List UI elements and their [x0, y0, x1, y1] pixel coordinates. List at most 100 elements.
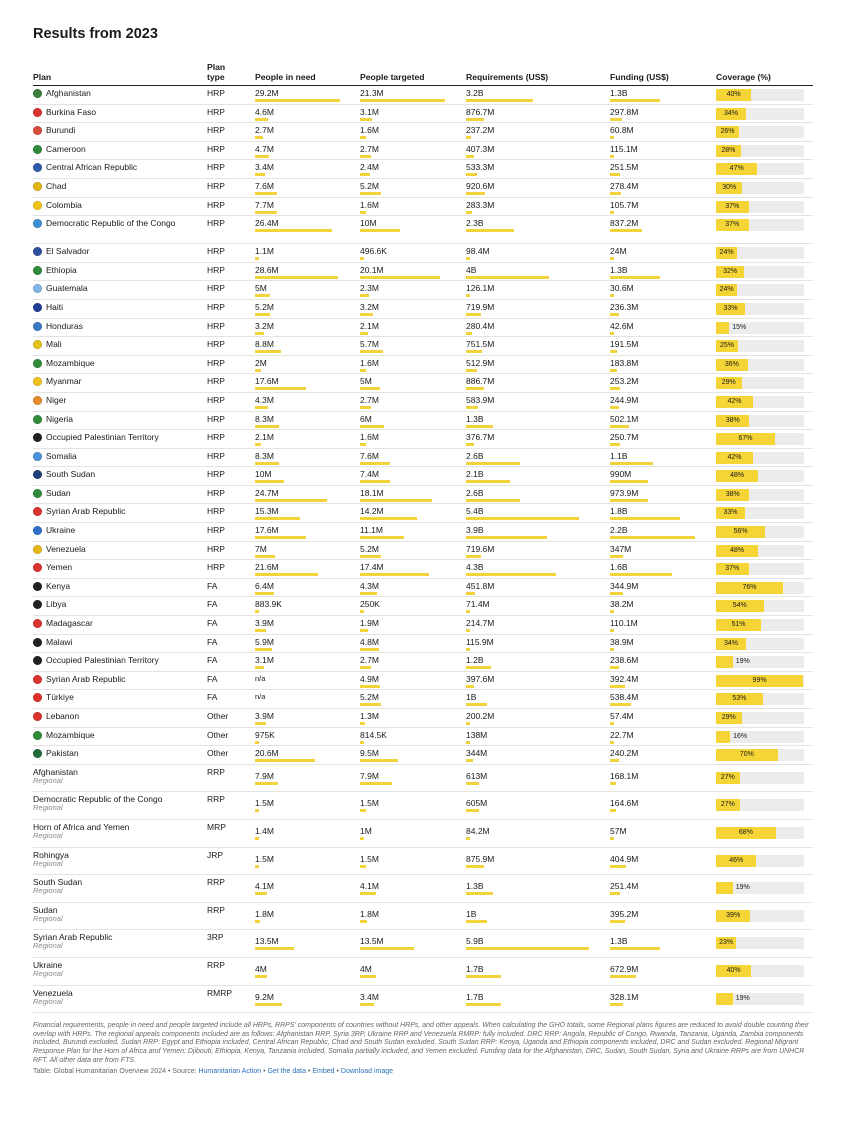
funding-bar: [610, 684, 626, 688]
table-header-row: Plan Plan type People in need People tar…: [33, 62, 813, 86]
people-in-need-bar: [255, 781, 278, 785]
people-targeted-value: 1.6M: [360, 357, 379, 368]
requirements-bar: [466, 229, 514, 233]
download-image-link[interactable]: Download image: [340, 1068, 394, 1076]
plan-cell: Sudan Regional: [33, 902, 207, 931]
plan-cell: Mozambique: [33, 355, 207, 375]
people-in-need-bar: [255, 173, 265, 177]
source-link[interactable]: Humanitarian Action: [198, 1068, 262, 1076]
plan-subtitle: Regional: [33, 996, 63, 1006]
plan-name-wrap: Cameroon: [33, 144, 207, 154]
flag-icon: [33, 414, 42, 424]
people-in-need-cell: 3.1M: [255, 652, 360, 672]
table-row: Somalia HRP 8.3M 7.6M 2.6B 1.1B 42%: [33, 448, 813, 468]
people-in-need-cell: 1.5M: [255, 791, 360, 820]
funding-value: 105.7M: [610, 199, 639, 210]
requirements-value: 1.2B: [466, 655, 484, 666]
requirements-cell: 451.8M: [466, 578, 610, 598]
coverage-label: 40%: [726, 91, 741, 98]
plan-cell: Myanmar: [33, 373, 207, 393]
people-targeted-cell: 5.2M: [360, 689, 466, 709]
table-row: South Sudan HRP 10M 7.4M 2.1B 990M 48%: [33, 466, 813, 486]
people-in-need-cell: n/a: [255, 689, 360, 709]
requirements-cell: 1.3B: [466, 411, 610, 431]
flag-icon: [33, 358, 42, 368]
coverage-fill: [716, 964, 752, 977]
flag-icon: [33, 200, 42, 210]
flag-icon: [33, 340, 42, 350]
coverage-track: 48%: [716, 544, 804, 557]
plan-cell: Syrian Arab Republic: [33, 671, 207, 691]
embed-link[interactable]: Embed: [312, 1068, 335, 1076]
people-targeted-value: 814.5K: [360, 729, 387, 740]
plan-type: HRP: [207, 159, 255, 179]
plan-cell: Türkiye: [33, 689, 207, 709]
coverage-label: 76%: [742, 583, 757, 591]
people-targeted-cell: 7.9M: [360, 764, 466, 793]
flag-icon: [33, 693, 42, 703]
coverage-track: 37%: [716, 200, 804, 213]
flag-icon: [33, 219, 42, 229]
people-targeted-cell: 2.1M: [360, 318, 466, 338]
funding-cell: 253.2M: [610, 373, 716, 393]
people-targeted-cell: 814.5K: [360, 727, 466, 747]
plan-type: HRP: [207, 280, 255, 300]
people-targeted-cell: 14.2M: [360, 503, 466, 524]
people-targeted-value: 1.9M: [360, 618, 379, 629]
plan-name: Pakistan: [46, 748, 79, 759]
get-data-link[interactable]: Get the data: [267, 1068, 307, 1076]
plan-name-wrap: Ukraine: [33, 525, 207, 536]
funding-value: 328.1M: [610, 991, 639, 1002]
funding-bar: [610, 947, 661, 951]
requirements-value: 920.6M: [466, 180, 495, 191]
requirements-value: 283.3M: [466, 199, 495, 210]
requirements-cell: 407.3M: [466, 141, 610, 161]
funding-cell: 183.8M: [610, 355, 716, 375]
table-row: Türkiye FA n/a 5.2M 1B 538.4M 53%: [33, 689, 813, 709]
plan-name-wrap: Syrian Arab Republic: [33, 506, 207, 517]
requirements-cell: 2.6B: [466, 448, 610, 468]
people-in-need-value: 1.5M: [255, 853, 274, 864]
coverage-fill: [716, 544, 759, 557]
coverage-cell: 33%: [716, 299, 813, 319]
requirements-cell: 4.3B: [466, 559, 610, 579]
flag-icon: [33, 712, 42, 721]
coverage-cell: 25%: [716, 336, 813, 356]
coverage-cell: 24%: [716, 243, 813, 263]
people-in-need-cell: 883.9K: [255, 596, 360, 617]
funding-cell: 1.3B: [610, 262, 716, 282]
plan-subtitle: Regional: [33, 775, 63, 785]
coverage-track: 47%: [716, 163, 804, 176]
people-in-need-bar: [255, 554, 276, 558]
flag-icon: [33, 526, 42, 536]
table-row: Sudan Regional RRP 1.8M 1.8M 1B 395.2M 39%: [33, 902, 813, 931]
plan-type: RRP: [207, 902, 255, 931]
table-row: Ukraine HRP 17.6M 11.1M 3.9B 2.2B 56%: [33, 522, 813, 542]
funding-value: 236.3M: [610, 301, 639, 312]
plan-cell: Nigeria: [33, 411, 207, 431]
plan-name: Malawi: [46, 636, 73, 647]
people-in-need-bar: [255, 368, 261, 372]
plan-cell: South Sudan: [33, 466, 207, 486]
coverage-label: 30%: [722, 183, 737, 191]
table-row: Mozambique HRP 2M 1.6M 512.9M 183.8M 36%: [33, 355, 813, 375]
plan-type: HRP: [207, 262, 255, 282]
coverage-fill: [716, 163, 758, 176]
coverage-fill: [716, 507, 746, 520]
plan-name-wrap: Venezuela: [33, 988, 207, 998]
plan-cell: Venezuela: [33, 541, 207, 561]
coverage-label: 48%: [730, 472, 745, 480]
people-in-need-value: 3.2M: [255, 320, 274, 331]
plan-subtitle: Regional: [33, 858, 63, 868]
coverage-cell: 37%: [716, 559, 813, 579]
plan-name: Occupied Palestinian Territory: [46, 432, 159, 443]
people-in-need-cell: 4.6M: [255, 104, 360, 124]
col-header-requirements: Requirements (US$): [466, 62, 610, 86]
requirements-cell: 283.3M: [466, 197, 610, 217]
plan-type: RRP: [207, 957, 255, 986]
funding-bar: [610, 1002, 623, 1006]
people-in-need-value: 13.5M: [255, 936, 279, 947]
plan-cell: Democratic Republic of the Congo: [33, 215, 207, 245]
flag-icon: [33, 395, 42, 405]
people-targeted-value: 13.5M: [360, 936, 384, 947]
